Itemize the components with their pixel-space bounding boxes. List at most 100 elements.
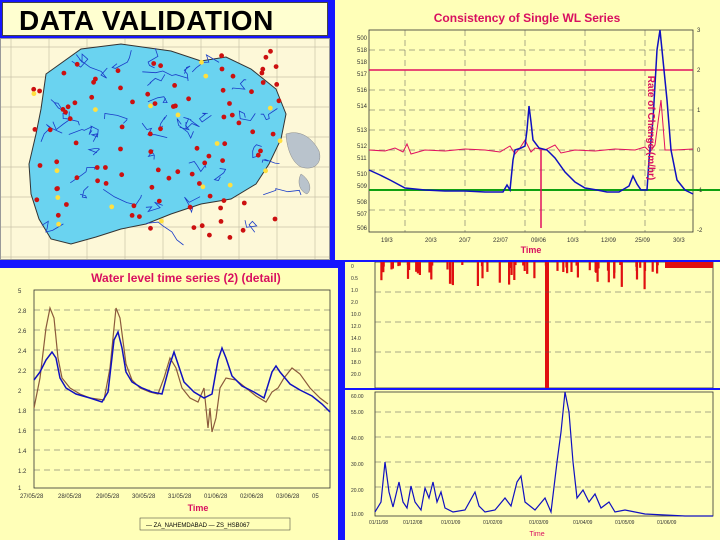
station-marker [156, 198, 162, 204]
bar [566, 262, 569, 274]
station-marker [37, 88, 42, 94]
station-marker [260, 80, 266, 85]
station-marker [151, 61, 157, 66]
map-river [179, 117, 192, 131]
map-lake [298, 173, 311, 195]
map-river [231, 79, 247, 90]
map-river [90, 125, 99, 142]
reference-series [33, 329, 331, 413]
station-marker [229, 112, 235, 118]
station-marker [73, 140, 79, 146]
bar [510, 262, 513, 275]
bar [397, 262, 400, 267]
station-marker [158, 63, 164, 69]
station-marker [119, 124, 125, 130]
svg-text:01/01/09: 01/01/09 [441, 520, 461, 526]
map-river [147, 96, 168, 104]
station-marker [47, 127, 53, 133]
station-marker [148, 225, 153, 231]
station-marker [197, 181, 202, 186]
bar [597, 262, 600, 269]
station-marker [249, 89, 254, 95]
bar [382, 262, 385, 273]
station-marker [172, 83, 178, 88]
svg-text:512: 512 [357, 144, 368, 150]
station-marker [202, 160, 208, 166]
slide-title: DATA VALIDATION [19, 5, 274, 36]
consistency-chart-xlabel: Time [521, 245, 542, 255]
svg-text:01/04/09: 01/04/09 [573, 520, 593, 526]
map-river [213, 168, 227, 181]
station-marker [103, 181, 109, 186]
bar [391, 262, 394, 269]
station-marker [93, 107, 98, 112]
bar [576, 262, 579, 278]
bottom-right-chart-graphic: 0 0.5 1.0 2.0 10.0 12.0 14.0 16.0 18.0 20.0 60… [345, 262, 720, 538]
station-marker [34, 197, 40, 203]
svg-text:09/06: 09/06 [531, 238, 547, 244]
bar [651, 262, 654, 272]
bar [643, 262, 646, 290]
svg-text:14.0: 14.0 [351, 336, 361, 342]
bar [620, 262, 623, 287]
station-marker [55, 186, 60, 191]
station-marker [148, 103, 153, 109]
station-marker [263, 54, 269, 60]
svg-text:01/02/09: 01/02/09 [483, 520, 503, 526]
station-marker [89, 94, 95, 100]
svg-text:01/11/08: 01/11/08 [369, 520, 388, 526]
station-marker [207, 193, 213, 199]
station-marker [130, 99, 135, 105]
map-river [252, 144, 262, 159]
station-marker [214, 141, 220, 146]
station-marker [227, 235, 233, 240]
station-marker [54, 168, 60, 174]
station-marker [273, 64, 279, 69]
bar [613, 262, 616, 273]
bar [398, 262, 401, 266]
bar [476, 262, 479, 286]
bar [619, 262, 622, 265]
station-marker [147, 131, 153, 137]
station-marker [227, 101, 232, 106]
svg-text:01/06/28: 01/06/28 [204, 494, 228, 500]
svg-text:-1: -1 [697, 188, 703, 194]
map-river [87, 148, 101, 156]
bottom-right-xlabel: Time [529, 531, 544, 538]
map-river [145, 201, 163, 213]
svg-text:2.8: 2.8 [18, 309, 27, 315]
station-marker [32, 127, 38, 132]
station-marker [206, 153, 212, 159]
svg-text:-2: -2 [697, 228, 703, 234]
svg-text:02/06/28: 02/06/28 [240, 494, 264, 500]
svg-text:27/05/28: 27/05/28 [20, 494, 44, 500]
bar [514, 262, 517, 266]
detail-chart-graphic: Water level time series (2) (detail) 5 2.… [18, 271, 331, 531]
station-marker [31, 86, 37, 92]
station-marker [220, 158, 226, 163]
station-marker [159, 218, 164, 224]
station-marker [158, 126, 163, 132]
svg-text:1.8: 1.8 [18, 409, 27, 415]
map-river [261, 158, 280, 164]
station-marker [277, 138, 283, 144]
map-river [183, 65, 191, 81]
svg-text:16.0: 16.0 [351, 348, 361, 354]
station-marker [263, 168, 268, 174]
bar [522, 262, 525, 266]
svg-text:12.0: 12.0 [351, 324, 361, 330]
basin-map [0, 38, 330, 260]
map-river [71, 53, 89, 68]
bar [461, 262, 464, 265]
station-marker [268, 48, 273, 54]
map-river [263, 188, 302, 196]
svg-text:2: 2 [18, 389, 22, 395]
svg-text:10/3: 10/3 [567, 238, 579, 244]
svg-text:1: 1 [697, 108, 701, 114]
svg-text:2.6: 2.6 [18, 329, 27, 335]
svg-text:25/09: 25/09 [635, 238, 651, 244]
svg-text:29/05/28: 29/05/28 [96, 494, 120, 500]
svg-text:1.6: 1.6 [18, 429, 27, 435]
bar [498, 262, 501, 283]
bar [390, 262, 393, 270]
